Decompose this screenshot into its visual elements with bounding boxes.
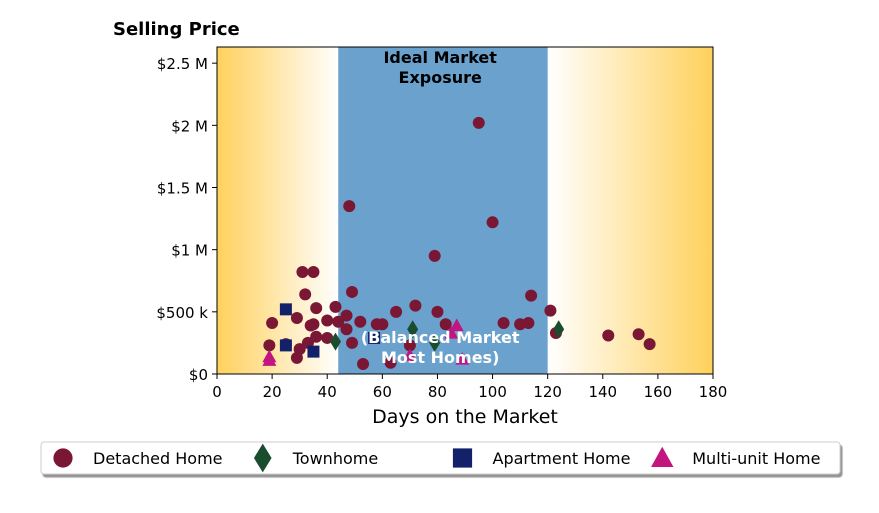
x-tick-label: 60 (373, 383, 392, 401)
point-detached-home (384, 356, 397, 369)
plot-frame (216, 46, 714, 375)
point-detached-home (357, 358, 370, 371)
point-detached-home (428, 249, 441, 262)
annotation-2: (Balanced Market Most Homes) (361, 328, 520, 367)
legend-item-apartment-home: Apartment Home (452, 448, 631, 468)
point-detached-home (497, 317, 510, 330)
point-townhome (407, 320, 419, 339)
axes: 0 20 40 60 80 100 120 140 160 180 $0 $500 k $1 M $1.5… (156, 55, 727, 401)
point-detached-home (343, 200, 356, 213)
point-detached-home (263, 339, 276, 352)
y-tick-label: $0 (189, 366, 208, 384)
point-townhome (553, 320, 565, 339)
point-detached-home (296, 266, 309, 279)
point-detached-home (409, 299, 422, 312)
point-detached-home (290, 312, 303, 325)
point-detached-home (472, 116, 485, 129)
legend-item-townhome: Townhome (253, 443, 378, 473)
point-detached-home (307, 266, 320, 279)
point-detached-home (522, 317, 535, 330)
x-axis-title: Days on the Market (372, 406, 558, 428)
legend-box (40, 441, 841, 475)
point-detached-home (643, 338, 656, 351)
x-tick-label: 80 (428, 383, 447, 401)
point-detached-home (602, 329, 615, 342)
point-detached-home (321, 314, 334, 327)
point-detached-home (632, 328, 645, 341)
x-tick-label: 100 (478, 383, 507, 401)
point-multi-unit-home (262, 353, 277, 366)
point-detached-home (525, 289, 538, 302)
point-multi-unit-home (455, 352, 470, 365)
point-detached-home (310, 302, 323, 315)
point-townhome (429, 333, 441, 352)
point-apartment-home (279, 303, 292, 316)
y-tick-label: $1 M (171, 242, 208, 260)
region-right-gradient (547, 47, 713, 374)
point-detached-home (439, 318, 452, 331)
point-detached-home (544, 304, 557, 317)
point-detached-home (329, 300, 342, 313)
data-points (262, 116, 656, 371)
annotations: Ideal Market Exposure (Balanced Market Most… (361, 48, 520, 367)
point-detached-home (354, 315, 367, 328)
legend-item-detached-home: Detached Home (53, 448, 223, 468)
y-tick-label: $1.5 M (157, 179, 208, 197)
point-multi-unit-home (444, 325, 459, 339)
point-detached-home (340, 323, 353, 336)
point-detached-home (299, 288, 312, 301)
point-detached-home (266, 317, 279, 330)
point-detached-home (307, 318, 320, 331)
y-axis-title: Selling Price (113, 19, 240, 40)
point-detached-home (346, 285, 359, 298)
legend-label-apartment-home: Apartment Home (493, 449, 631, 468)
legend-label-multi-unit-home: Multi-unit Home (692, 449, 820, 468)
legend-marker-townhome (253, 443, 272, 473)
legend-marker-apartment-home (452, 448, 473, 468)
legend-marker-detached-home (53, 448, 73, 468)
point-multi-unit-home (449, 318, 464, 332)
legend-label-townhome: Townhome (292, 449, 378, 468)
background-regions (217, 47, 713, 374)
point-detached-home (431, 305, 444, 318)
point-detached-home (486, 216, 499, 229)
point-apartment-home (279, 339, 292, 352)
point-detached-home (376, 318, 389, 331)
legend-marker-multi-unit-home (651, 446, 674, 467)
point-detached-home (290, 351, 303, 364)
legend: Detached Home Townhome Apartment Home Multi… (40, 441, 841, 475)
point-detached-home (321, 331, 334, 344)
point-apartment-home (368, 331, 381, 344)
x-tick-label: 20 (263, 383, 282, 401)
point-detached-home (340, 309, 353, 322)
point-townhome (329, 332, 341, 351)
y-tick-label: $2 M (171, 117, 208, 135)
legend-label-detached-home: Detached Home (93, 449, 223, 468)
point-detached-home (332, 315, 345, 328)
point-detached-home (310, 330, 323, 343)
point-detached-home (403, 339, 416, 352)
region-left-gradient (217, 47, 339, 374)
point-detached-home (390, 305, 403, 318)
y-tick-label: $2.5 M (157, 55, 208, 73)
annotation-1: Ideal Market Exposure (383, 48, 497, 87)
point-apartment-home (307, 345, 320, 358)
legend-item-multi-unit-home: Multi-unit Home (651, 446, 820, 468)
point-multi-unit-home (402, 348, 417, 361)
x-tick-label: 0 (212, 383, 222, 401)
x-tick-label: 140 (588, 383, 617, 401)
x-tick-label: 160 (644, 383, 673, 401)
x-tick-label: 120 (533, 383, 562, 401)
point-detached-home (346, 336, 359, 349)
x-tick-label: 180 (699, 383, 728, 401)
y-tick-label: $500 k (156, 304, 208, 322)
x-tick-label: 40 (318, 383, 337, 401)
